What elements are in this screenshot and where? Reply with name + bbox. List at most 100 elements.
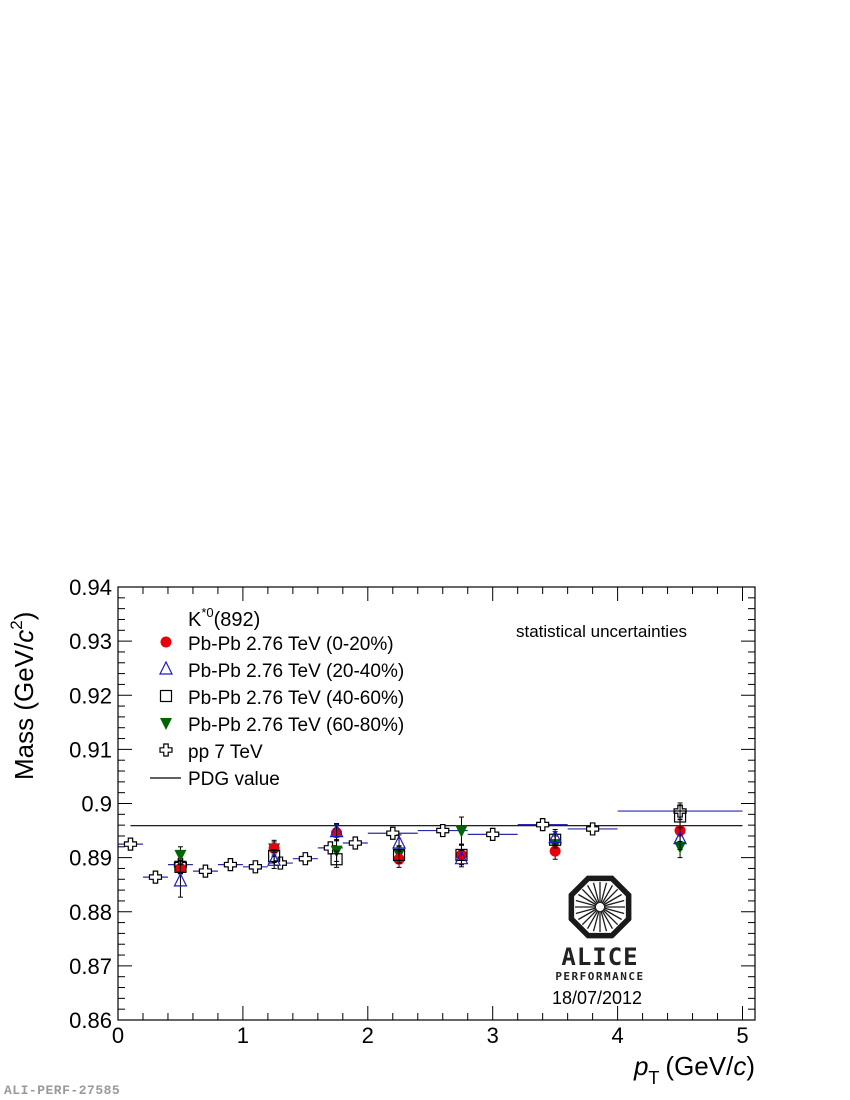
y-tick-label: 0.93 (69, 629, 112, 654)
logo-spoke (581, 909, 598, 926)
logo-spoke (602, 909, 619, 926)
legend-marker (159, 743, 173, 757)
series-1 (173, 823, 688, 898)
data-point (486, 827, 500, 841)
data-point (348, 836, 362, 850)
legend-entry-label: Pb-Pb 2.76 TeV (60-80%) (188, 715, 404, 736)
logo-spoke (602, 888, 619, 905)
y-axis-label: Mass (GeV/c2) (7, 612, 39, 780)
logo-spoke (586, 910, 599, 929)
data-point (174, 849, 187, 862)
logo-spoke (575, 907, 597, 915)
x-tick-label: 0 (112, 1023, 124, 1048)
y-tick-label: 0.89 (69, 846, 112, 871)
data-point (173, 872, 188, 887)
y-tick-label: 0.94 (69, 575, 112, 600)
legend-title-sup: *0 (201, 605, 213, 620)
logo-spoke (575, 899, 597, 907)
logo-spoke (592, 910, 600, 932)
x-axis-label-var: p (633, 1051, 648, 1081)
y-axis-label-pre: Mass (GeV/ (9, 642, 39, 780)
x-axis-label: pT (GeV/c) (633, 1051, 755, 1088)
x-axis-label-unit-open: (GeV/ (665, 1051, 734, 1081)
legend-entry-label: pp 7 TeV (188, 742, 263, 763)
logo-spoke (578, 893, 597, 906)
x-axis-label-sub: T (648, 1068, 659, 1088)
legend-marker (160, 718, 172, 730)
data-point (586, 822, 600, 836)
data-point (248, 860, 262, 874)
logo-spoke (586, 885, 599, 904)
logo-spoke (603, 899, 625, 907)
logo-spoke (592, 882, 600, 904)
x-tick-label: 2 (362, 1023, 374, 1048)
logo-spoke (581, 888, 598, 905)
data-point (549, 845, 561, 857)
legend: Pb-Pb 2.76 TeV (0-20%) Pb-Pb 2.76 TeV (20… (150, 634, 404, 790)
logo-spoke (601, 885, 614, 904)
legend-marker (159, 660, 173, 675)
data-point (548, 829, 563, 844)
series-2 (174, 805, 687, 874)
legend-marker (160, 636, 172, 648)
data-point (267, 851, 282, 866)
x-tick-label: 3 (487, 1023, 499, 1048)
data-point (673, 830, 688, 845)
logo-spoke (600, 910, 608, 932)
alice-logo-name: ALICE (561, 943, 638, 971)
data-point (386, 826, 400, 840)
y-tick-label: 0.9 (81, 792, 112, 817)
data-point (454, 850, 469, 865)
data-point (148, 870, 163, 884)
data-point (392, 834, 407, 849)
logo-spoke (578, 908, 597, 921)
alice-logo: ALICE PERFORMANCE 18/07/2012 (552, 875, 643, 1008)
legend-entry-label: Pb-Pb 2.76 TeV (20-40%) (188, 661, 404, 682)
series-4 (118, 802, 743, 884)
y-axis-label-sup: 2 (7, 620, 26, 629)
y-tick-label: 0.86 (69, 1008, 112, 1033)
y-tick-label: 0.88 (69, 900, 112, 925)
x-tick-label: 5 (736, 1023, 748, 1048)
statistical-uncertainties-label: statistical uncertainties (516, 622, 687, 641)
logo-spoke (601, 910, 614, 929)
series-3 (174, 816, 687, 864)
y-tick-label: 0.87 (69, 954, 112, 979)
logo-spoke (603, 893, 622, 906)
data-point (329, 823, 344, 838)
data-point (298, 852, 312, 866)
x-tick-label: 4 (611, 1023, 623, 1048)
logo-spoke (603, 907, 625, 915)
alice-logo-emblem (568, 875, 632, 939)
y-tick-label: 0.91 (69, 737, 112, 762)
legend-title-rest: (892) (214, 609, 261, 631)
y-axis-label-post: ) (9, 612, 39, 621)
data-point (268, 842, 280, 854)
alice-logo-date: 18/07/2012 (552, 988, 642, 1008)
data-point (536, 818, 550, 832)
legend-title-main: K (188, 609, 202, 631)
data-point (673, 810, 687, 823)
data-point (330, 853, 343, 866)
data-marks-group (118, 802, 743, 898)
axes-group: 0 1 2 3 4 5 0.86 0.87 0.88 0.89 0.9 0.91 0.92 0.93 0.9… (69, 575, 756, 1048)
data-point (223, 858, 238, 872)
legend-entry-label: Pb-Pb 2.76 TeV (0-20%) (188, 634, 394, 655)
data-point (123, 837, 138, 851)
x-axis-label-unit-c: c (733, 1051, 746, 1081)
y-axis-label-c: c (9, 630, 39, 643)
data-point (198, 864, 213, 878)
legend-marker (159, 689, 173, 703)
y-tick-label: 0.92 (69, 683, 112, 708)
legend-title: K*0(892) (188, 605, 260, 631)
logo-spoke (603, 908, 622, 921)
legend-entry-label: Pb-Pb 2.76 TeV (40-60%) (188, 688, 404, 709)
data-point (455, 825, 468, 838)
x-axis-label-unit-close: ) (746, 1051, 755, 1081)
x-tick-label: 1 (237, 1023, 249, 1048)
figure-id: ALI-PERF-27585 (4, 1083, 121, 1098)
data-point (436, 823, 450, 838)
logo-spoke (600, 882, 608, 904)
data-point (273, 856, 287, 870)
